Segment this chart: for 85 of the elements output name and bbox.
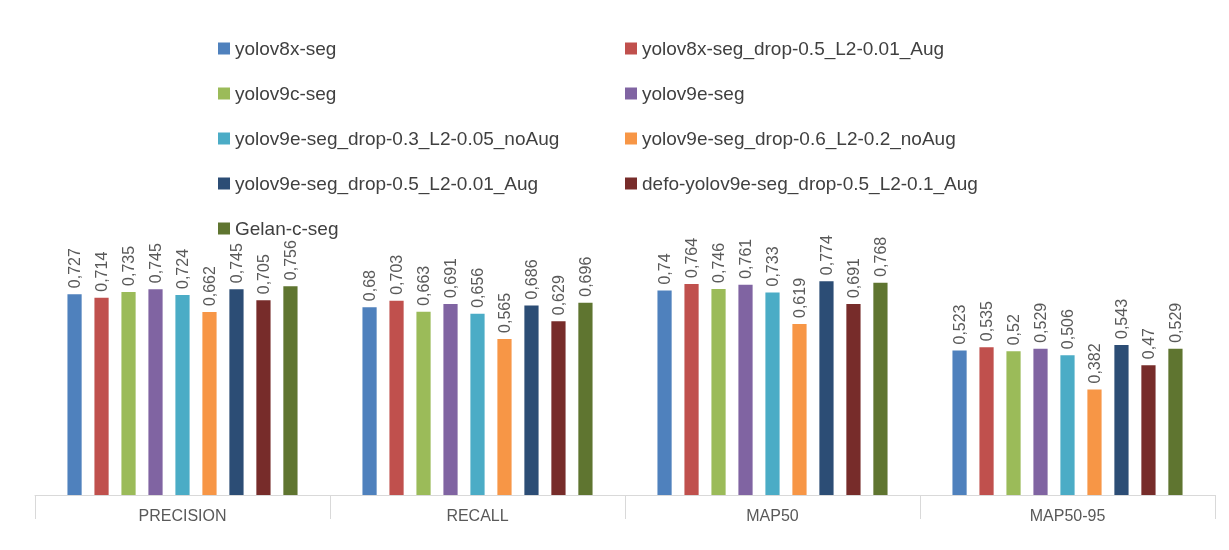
data-label: 0,565	[495, 292, 513, 333]
data-label: 0,705	[254, 254, 272, 295]
bar	[94, 297, 109, 495]
legend-label: yolov9e-seg_drop-0.5_L2-0.01_Aug	[235, 173, 539, 195]
data-label: 0,535	[978, 301, 996, 342]
bar	[416, 311, 431, 495]
bar	[229, 289, 244, 495]
bar	[765, 292, 780, 495]
data-label: 0,686	[522, 259, 540, 300]
bar	[1114, 345, 1129, 495]
bar	[175, 295, 190, 495]
data-label: 0,529	[1166, 302, 1184, 343]
legend-label: yolov9e-seg_drop-0.3_L2-0.05_noAug	[235, 128, 560, 150]
x-tick-label: PRECISION	[138, 506, 227, 524]
data-label: 0,52	[1005, 314, 1023, 346]
data-label: 0,656	[469, 267, 486, 308]
bar	[846, 304, 861, 495]
data-label: 0,756	[281, 240, 299, 281]
data-label: 0,691	[442, 257, 460, 299]
data-label: 0,68	[361, 269, 379, 302]
bar	[684, 283, 699, 495]
bar	[362, 307, 377, 495]
bar	[1006, 351, 1021, 495]
bar	[819, 281, 834, 495]
data-label: 0,727	[66, 248, 84, 289]
data-label: 0,746	[710, 242, 728, 283]
bar	[979, 347, 994, 495]
bar	[952, 350, 967, 495]
data-label: 0,47	[1139, 327, 1157, 360]
data-label: 0,543	[1112, 298, 1130, 339]
bar	[1141, 365, 1156, 495]
bar	[389, 300, 404, 495]
x-tick-label: MAP50-95	[1029, 506, 1106, 524]
bar	[1060, 355, 1075, 495]
legend-label: yolov9e-seg_drop-0.6_L2-0.2_noAug	[642, 128, 956, 150]
bar	[792, 324, 807, 495]
bar	[443, 304, 458, 495]
bar	[283, 286, 298, 495]
legend-label: defo-yolov9e-seg_drop-0.5_L2-0.1_Aug	[642, 173, 978, 195]
bar	[1033, 348, 1048, 495]
bar	[497, 338, 512, 495]
data-label: 0,703	[388, 254, 406, 295]
data-label: 0,745	[227, 243, 245, 284]
legend-label: Gelan-c-seg	[235, 218, 339, 239]
bar	[1168, 348, 1183, 495]
x-tick-label: RECALL	[446, 506, 509, 524]
data-label: 0,662	[200, 265, 218, 307]
bar	[738, 284, 753, 495]
data-label: 0,735	[120, 245, 138, 286]
data-label: 0,663	[415, 265, 433, 306]
bar	[256, 300, 271, 495]
data-label: 0,745	[147, 243, 165, 284]
bar	[148, 289, 163, 495]
bar	[711, 288, 726, 495]
data-label: 0,768	[871, 236, 889, 277]
bar	[67, 294, 82, 495]
data-label: 0,529	[1032, 302, 1050, 343]
data-label: 0,506	[1059, 309, 1076, 350]
data-label: 0,724	[174, 248, 191, 289]
bar	[202, 312, 217, 495]
data-label: 0,696	[576, 256, 594, 297]
bar	[578, 302, 593, 495]
bar	[470, 313, 485, 495]
data-label: 0,382	[1085, 343, 1103, 384]
data-label: 0,619	[790, 277, 808, 318]
data-label: 0,714	[93, 251, 111, 292]
legend-label: yolov9c-seg	[235, 83, 337, 104]
legend-label: yolov8x-seg	[235, 38, 337, 59]
data-label: 0,629	[549, 275, 567, 316]
data-label: 0,761	[737, 238, 755, 279]
data-label: 0,774	[817, 235, 835, 276]
x-tick-label: MAP50	[746, 506, 799, 524]
data-label: 0,691	[844, 257, 862, 299]
legend-label: yolov8x-seg_drop-0.5_L2-0.01_Aug	[642, 38, 945, 60]
bar	[121, 291, 136, 495]
bar	[551, 321, 566, 495]
bar	[873, 282, 888, 495]
bar	[657, 290, 672, 495]
legend-label: yolov9e-seg	[642, 83, 745, 104]
bar	[1087, 389, 1102, 495]
data-label: 0,523	[951, 304, 969, 345]
bar	[524, 305, 539, 495]
data-label: 0,74	[656, 253, 674, 285]
data-label: 0,733	[764, 246, 781, 287]
data-label: 0,764	[683, 237, 701, 278]
